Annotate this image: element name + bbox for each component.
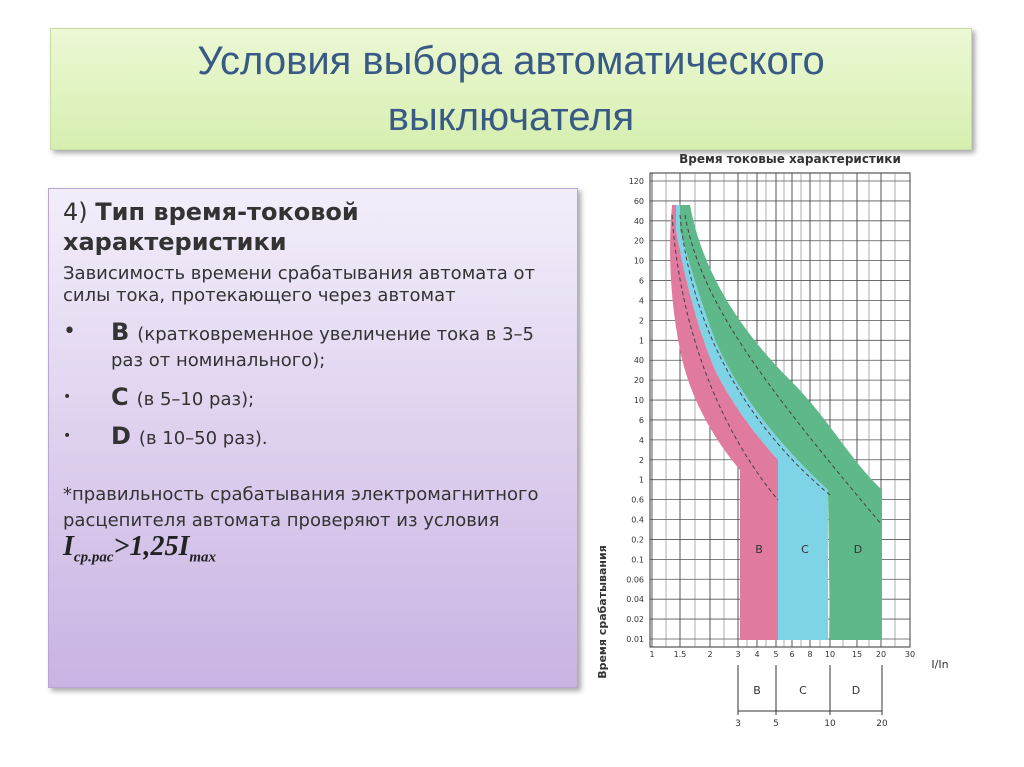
dashed-curve [679,214,831,496]
zone-b [670,205,778,640]
x-tick-label: 1 [649,650,654,659]
y-tick-label: 10 [634,257,644,266]
x-tick-label: 8 [807,650,812,659]
y-tick-label: 4 [639,296,644,305]
y-tick-label: 0.2 [631,535,644,544]
y-tick-label: 40 [634,356,644,365]
y-tick-label: 20 [634,237,644,246]
y-tick-label: 0.02 [626,615,644,624]
y-tick-label: 0.04 [626,595,644,604]
note: *правильность срабатывания электромагнит… [63,482,567,571]
bullet: • C (в 5–10 раз); [63,383,255,411]
x-tick-label: 6 [789,650,794,659]
zone-label: D [854,543,862,556]
bullet-letter: B [111,318,130,346]
y-tick-label: 0.4 [631,516,644,525]
y-tick-label: 10 [634,396,644,405]
y-tick-label: 0.06 [626,575,644,584]
zone-d [676,205,882,640]
heading: 4) Тип время-токовой характеристики [63,197,567,257]
zone-c [672,205,828,640]
heading-text: Тип время-токовой характеристики [63,198,359,256]
y-tick-label: 1 [639,476,644,485]
y-tick-label: 0.01 [626,635,644,644]
range-tick: 3 [735,719,741,729]
dashed-curve [684,214,883,526]
x-axis-label: I/In [931,658,948,671]
y-tick-label: 120 [629,177,644,186]
x-tick-label: 15 [852,650,862,659]
heading-number: 4) [63,198,88,226]
y-axis-label: Время срабатывания [596,545,609,679]
x-tick-label: 2 [707,650,712,659]
y-tick-label: 0.6 [631,496,644,505]
range-tick: 5 [773,719,779,729]
range-tick: 10 [824,719,836,729]
formula: Iср.рас>1,25Imax [63,531,216,566]
y-tick-label: 1 [639,336,644,345]
zone-label: C [801,543,809,556]
x-tick-label: 5 [773,650,778,659]
x-tick-label: 20 [876,650,886,659]
bullet: • D (в 10–50 раз). [63,422,268,450]
bullet-letter: D [111,422,131,450]
formula-sub: max [189,549,217,566]
y-tick-label: 20 [634,376,644,385]
x-tick-label: 10 [825,650,835,659]
x-tick-label: 3 [735,650,740,659]
range-label: C [799,684,807,697]
range-brackets [737,665,883,715]
y-tick-label: 6 [639,416,644,425]
y-tick-label: 60 [634,197,644,206]
text-box: 4) Тип время-токовой характеристики Зави… [48,188,578,688]
range-label: B [753,684,761,697]
note-text: *правильность срабатывания электромагнит… [63,484,539,531]
y-tick-label: 0.1 [631,555,644,564]
bullet-letter: C [111,383,129,411]
slide-title: Условия выбора автоматического выключате… [197,39,825,139]
dashed-curve [671,214,779,501]
range-label: D [852,684,860,697]
title-box: Условия выбора автоматического выключате… [50,28,972,150]
x-tick-label: 30 [905,650,915,659]
x-tick-label: 1.5 [674,650,687,659]
y-tick-label: 2 [639,456,644,465]
bullet-text: (в 10–50 раз). [138,428,268,449]
x-tick-label: 4 [754,650,759,659]
bullet-text: (в 5–10 раз); [136,389,255,410]
range-tick: 20 [876,719,888,729]
formula-part: >1,25I [113,531,190,562]
y-tick-label: 40 [634,217,644,226]
description: Зависимость времени срабатывания автомат… [63,263,536,306]
formula-part: I [63,531,74,562]
figure-title: Время токовые характеристики [679,152,901,166]
bullet-text: (кратковременное увеличение тока в 3–5 р… [111,324,534,371]
y-tick-label: 6 [639,277,644,286]
y-tick-label: 4 [639,436,644,445]
zone-label: B [755,543,763,556]
bullet: • B (кратковременное увеличение тока в 3–5… [63,318,534,371]
formula-sub: ср.рас [73,549,114,566]
y-tick-label: 2 [639,316,644,325]
